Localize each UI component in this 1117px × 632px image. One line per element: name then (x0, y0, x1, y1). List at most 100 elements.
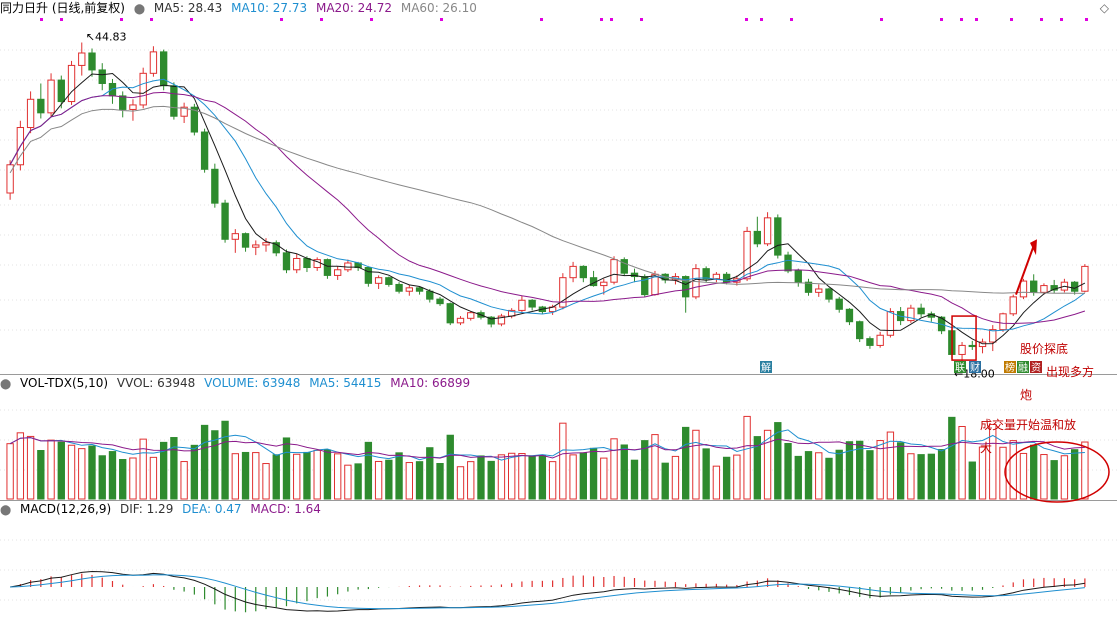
volume-bar[interactable] (610, 438, 618, 500)
volume-bar[interactable] (26, 435, 35, 500)
volume-bar[interactable] (108, 451, 117, 500)
badge-lian[interactable]: 联 (955, 362, 965, 374)
candle[interactable] (293, 257, 301, 271)
candle[interactable] (569, 265, 577, 279)
candle[interactable] (211, 168, 219, 204)
event-marker[interactable] (600, 18, 603, 21)
volume-bar[interactable] (948, 416, 956, 500)
volume-bar[interactable] (518, 453, 526, 500)
diamond-icon[interactable]: ◇ (1099, 1, 1109, 15)
gear-icon[interactable]: ⬤ (0, 505, 12, 516)
candle[interactable] (989, 329, 997, 343)
candle[interactable] (57, 79, 65, 103)
volume-bar[interactable] (497, 454, 506, 500)
candle[interactable] (1019, 280, 1028, 298)
volume-bar[interactable] (354, 463, 362, 500)
candle[interactable] (405, 287, 413, 292)
volume-bar[interactable] (456, 466, 465, 500)
candle[interactable] (794, 270, 802, 283)
volume-bar[interactable] (262, 463, 270, 500)
candle[interactable] (47, 79, 55, 114)
candle[interactable] (200, 131, 209, 170)
volume-bar[interactable] (190, 444, 199, 500)
candle[interactable] (108, 82, 117, 97)
volume-bar[interactable] (712, 465, 721, 500)
volume-bar[interactable] (856, 440, 864, 500)
candle[interactable] (958, 344, 966, 355)
candle[interactable] (487, 316, 495, 325)
candle[interactable] (866, 338, 874, 346)
volume-bar[interactable] (436, 463, 444, 500)
volume-bar[interactable] (548, 461, 557, 500)
badge-lian-bg[interactable] (954, 361, 966, 373)
event-marker[interactable] (940, 18, 943, 21)
candle[interactable] (159, 51, 168, 87)
volume-bar[interactable] (293, 453, 301, 500)
volume-bar[interactable] (1081, 441, 1089, 500)
badge-jie-bg[interactable] (760, 361, 772, 373)
volume-bar[interactable] (661, 462, 669, 500)
volume-bar[interactable] (784, 442, 792, 500)
candle[interactable] (26, 98, 35, 129)
badge-liang-bg[interactable] (1017, 361, 1029, 373)
candle[interactable] (630, 272, 639, 278)
volume-bar[interactable] (159, 441, 168, 500)
candle[interactable] (907, 307, 915, 322)
event-marker[interactable] (1060, 18, 1063, 21)
event-marker[interactable] (960, 18, 963, 21)
candle[interactable] (119, 95, 127, 110)
volume-bar[interactable] (651, 434, 659, 500)
candle[interactable] (682, 276, 690, 298)
candle[interactable] (149, 51, 158, 74)
volume-panel[interactable] (6, 415, 1089, 500)
volume-bar[interactable] (845, 441, 854, 500)
candle[interactable] (692, 268, 700, 298)
volume-bar[interactable] (682, 426, 690, 500)
candle[interactable] (446, 303, 454, 324)
candle[interactable] (262, 242, 270, 246)
candle[interactable] (579, 265, 587, 279)
volume-bar[interactable] (446, 434, 454, 500)
candle[interactable] (190, 106, 199, 133)
event-marker[interactable] (440, 18, 443, 21)
volume-bar[interactable] (1070, 449, 1079, 500)
candle[interactable] (180, 106, 188, 117)
candle[interactable] (886, 311, 895, 336)
volume-bar[interactable] (374, 460, 383, 500)
volume-bar[interactable] (886, 431, 895, 500)
candle[interactable] (456, 317, 465, 324)
volume-bar[interactable] (282, 437, 291, 500)
volume-bar[interactable] (200, 424, 209, 500)
candle[interactable] (712, 273, 721, 280)
volume-bar[interactable] (876, 440, 884, 500)
volume-bar[interactable] (989, 423, 997, 500)
candle[interactable] (518, 299, 526, 311)
volume-bar[interactable] (149, 456, 158, 500)
candle[interactable] (804, 281, 813, 293)
volume-bar[interactable] (170, 437, 178, 500)
candle[interactable] (968, 344, 976, 348)
badge-xin[interactable]: 资 (1031, 362, 1041, 374)
badge-cai[interactable]: 财 (970, 361, 980, 374)
volume-bar[interactable] (415, 461, 424, 500)
candle[interactable] (170, 85, 178, 117)
volume-bar[interactable] (364, 441, 373, 500)
volume-bar[interactable] (958, 426, 966, 500)
candle[interactable] (221, 202, 229, 240)
volume-bar[interactable] (978, 446, 987, 500)
volume-bar[interactable] (722, 456, 731, 500)
volume-bar[interactable] (907, 453, 915, 500)
candle[interactable] (917, 307, 925, 315)
volume-bar[interactable] (6, 443, 14, 500)
volume-bar[interactable] (692, 429, 700, 500)
volume-bar[interactable] (385, 459, 393, 500)
volume-bar[interactable] (119, 459, 127, 500)
candle[interactable] (722, 273, 731, 283)
volume-bar[interactable] (323, 449, 332, 500)
candle[interactable] (1040, 285, 1048, 293)
event-marker[interactable] (280, 18, 283, 21)
volume-bar[interactable] (702, 448, 710, 500)
badge-xin-bg[interactable] (1030, 361, 1042, 373)
volume-bar[interactable] (815, 452, 823, 500)
candle[interactable] (825, 288, 833, 300)
